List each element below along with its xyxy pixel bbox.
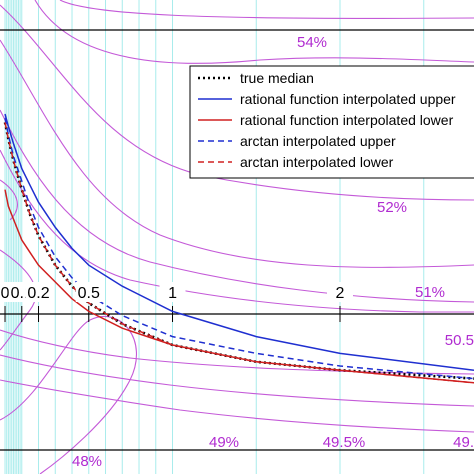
x-tick-label-bg xyxy=(25,282,52,302)
contour-line xyxy=(0,315,137,474)
series-line-2 xyxy=(4,189,474,384)
series-line-4 xyxy=(4,122,474,384)
contour-label: 49. xyxy=(453,434,474,451)
contour-label: 49% xyxy=(209,434,239,451)
contour-label: 49.5% xyxy=(323,434,366,451)
legend: true median rational function interpolate… xyxy=(189,65,474,179)
series-line-3 xyxy=(4,118,474,380)
x-axis-ticks: 0 0.10.2 0.5 1 2 xyxy=(0,282,354,302)
x-tick-label: 0.2 xyxy=(27,285,49,302)
legend-entry-label: rational function interpolated lower xyxy=(240,112,454,128)
contour-line xyxy=(59,0,474,19)
x-tick-label: 0.5 xyxy=(78,285,100,302)
contour-line xyxy=(0,149,474,313)
legend-box xyxy=(189,65,474,179)
x-tick-label-bg xyxy=(159,282,186,302)
x-tick-label: 2 xyxy=(336,285,345,302)
contour-label: 51% xyxy=(415,284,445,301)
contour-label: 50.5 xyxy=(445,332,474,349)
grid xyxy=(4,0,425,474)
legend-entry-label: arctan interpolated upper xyxy=(240,133,396,149)
legend-entry-label: rational function interpolated upper xyxy=(240,91,456,107)
contour-line xyxy=(0,379,474,433)
x-tick-label-bg xyxy=(75,282,102,302)
series-lines xyxy=(3,113,474,384)
legend-entry-label: true median xyxy=(240,70,314,86)
contour-line xyxy=(0,354,474,407)
series-line-1 xyxy=(4,113,474,371)
x-tick-label: 1 xyxy=(168,285,177,302)
contour-label: 52% xyxy=(377,199,407,216)
contour-line xyxy=(0,39,474,268)
contour-labels: 54% 52% 51% 50.5 48% 49% 49.5% 49. xyxy=(72,34,474,470)
contour-line xyxy=(0,249,37,351)
x-tick-label: 0 xyxy=(1,285,10,302)
contour-line xyxy=(0,329,474,375)
contour-label: 48% xyxy=(72,453,102,470)
frame-lines xyxy=(0,29,474,451)
contour-line xyxy=(0,109,474,303)
x-tick-label-bg xyxy=(327,282,354,302)
contour-label: 54% xyxy=(297,34,327,51)
legend-entry-label: arctan interpolated lower xyxy=(240,154,394,170)
contour-line xyxy=(34,0,474,64)
